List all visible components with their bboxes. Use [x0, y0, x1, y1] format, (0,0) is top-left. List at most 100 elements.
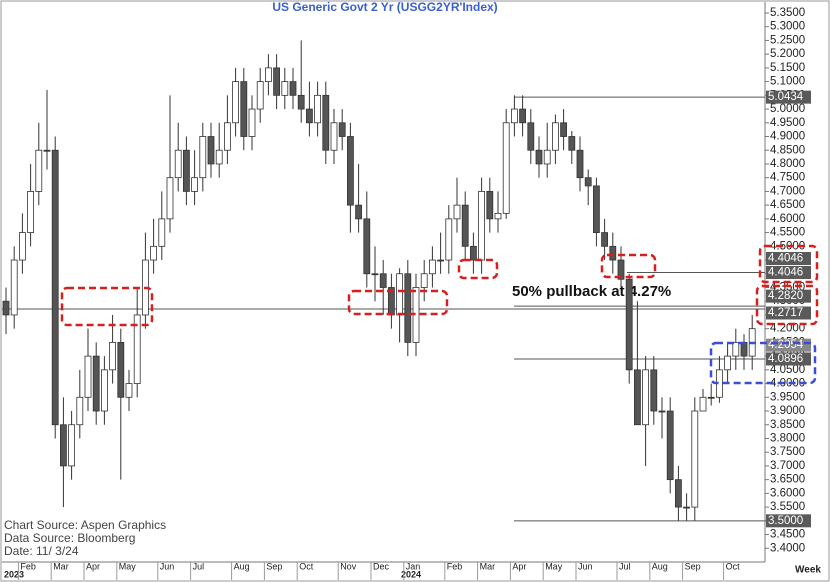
- candle-body: [84, 355, 92, 398]
- y-tick-label: 5.1500: [770, 62, 805, 74]
- candle-body: [314, 94, 322, 124]
- candle-body: [248, 108, 256, 137]
- candle-body: [601, 232, 608, 247]
- candle-body: [535, 149, 543, 165]
- candle-body: [289, 81, 297, 96]
- candle-body: [568, 136, 576, 151]
- x-tick-label: Jan: [406, 561, 421, 571]
- candle-body: [527, 122, 535, 151]
- candle-body: [191, 177, 199, 192]
- candle-body: [35, 149, 43, 192]
- y-tick-label: 4.6000: [770, 213, 805, 225]
- x-tick-label: Aug: [652, 561, 668, 571]
- x-tick-label: May: [119, 561, 137, 571]
- highlight-box: [600, 253, 657, 279]
- candle-body: [675, 479, 682, 508]
- x-axis-label: Week: [795, 565, 821, 576]
- candle-body: [404, 273, 412, 343]
- x-tick-label: Feb: [20, 561, 36, 571]
- x-tick-label: Jun: [160, 561, 175, 571]
- candle-body: [478, 191, 486, 261]
- candle-body: [584, 177, 592, 187]
- note: Chart Source: Aspen Graphics: [4, 518, 166, 532]
- level-label: 4.0896: [768, 353, 803, 365]
- level-label: 4.2820: [768, 290, 803, 302]
- candle-body: [322, 94, 330, 151]
- candle-body: [428, 259, 436, 275]
- candle-body: [10, 259, 18, 316]
- candle-body: [445, 218, 453, 261]
- candle-body: [150, 245, 158, 261]
- candle-body: [609, 245, 617, 261]
- level-label-box: [766, 306, 811, 320]
- candle-body: [617, 259, 625, 280]
- candle-body: [297, 94, 305, 110]
- level-label: 4.4046: [768, 253, 803, 265]
- candle-body: [92, 355, 100, 412]
- candle-body: [109, 341, 116, 371]
- candle-body: [101, 369, 108, 412]
- candle-body: [634, 369, 641, 426]
- candle-body: [502, 122, 510, 214]
- y-tick-label: 4.8000: [770, 158, 805, 170]
- level-label: 4.2717: [768, 307, 803, 319]
- highlight-box: [60, 286, 154, 327]
- y-tick-label: 3.8500: [770, 419, 805, 431]
- x-tick-label: Mar: [53, 561, 69, 571]
- level-label: 4.4046: [768, 267, 803, 279]
- y-tick-label: 5.2000: [770, 48, 805, 60]
- candle-body: [117, 341, 125, 398]
- chart-title: US Generic Govt 2 Yr (USGG2YR'Index): [272, 0, 497, 14]
- annotation: 50% pullback at 4.27%: [512, 283, 671, 300]
- x-tick-label: Jul: [193, 561, 205, 571]
- candle-body: [232, 81, 240, 124]
- level-label-box: [766, 514, 811, 528]
- highlight-box: [347, 289, 449, 316]
- candle-body: [60, 424, 67, 467]
- candle-body: [256, 81, 264, 110]
- y-tick-label: 5.3000: [770, 21, 805, 33]
- candle-body: [371, 273, 379, 276]
- y-tick-label: 5.3500: [770, 7, 805, 19]
- candle-body: [174, 149, 182, 179]
- candle-body: [666, 410, 674, 481]
- x-tick-label: Oct: [726, 561, 741, 571]
- y-tick-label: 4.0000: [770, 378, 805, 390]
- y-tick-label: 3.6500: [770, 474, 805, 486]
- candle-body: [264, 67, 272, 83]
- x-tick-label: Apr: [86, 561, 100, 571]
- candle-body: [166, 177, 174, 220]
- candle-body: [51, 149, 59, 426]
- candle-body: [650, 369, 658, 412]
- candle-body: [494, 212, 502, 220]
- candle-body: [76, 396, 84, 426]
- level-label-box: [766, 252, 811, 266]
- highlight-box: [758, 244, 819, 284]
- candle-body: [379, 273, 387, 288]
- y-tick-label: 3.4000: [770, 542, 805, 554]
- x-tick-label: May: [545, 561, 563, 571]
- candle-body: [27, 191, 35, 233]
- y-tick-label: 4.7500: [770, 172, 805, 184]
- candle-body: [215, 149, 223, 165]
- candle-body: [724, 355, 731, 371]
- level-label-box: [766, 90, 811, 104]
- x-tick-label: Sep: [266, 561, 282, 571]
- candle-body: [223, 122, 231, 151]
- candle-body: [305, 108, 313, 124]
- level-label-box: [766, 289, 811, 303]
- candle-body: [658, 410, 666, 413]
- y-tick-label: 3.6000: [770, 487, 805, 499]
- candle-body: [273, 67, 281, 96]
- y-tick-label: 4.2000: [770, 323, 805, 335]
- candle-body: [683, 506, 690, 509]
- y-tick-label: 5.0000: [770, 103, 805, 115]
- candle-body: [207, 136, 215, 165]
- candle-body: [437, 259, 445, 262]
- highlight-box: [709, 341, 817, 385]
- x-tick-label: Mar: [480, 561, 496, 571]
- y-tick-label: 5.1000: [770, 76, 805, 88]
- candle-body: [68, 424, 75, 467]
- y-tick-label: 3.9000: [770, 405, 805, 417]
